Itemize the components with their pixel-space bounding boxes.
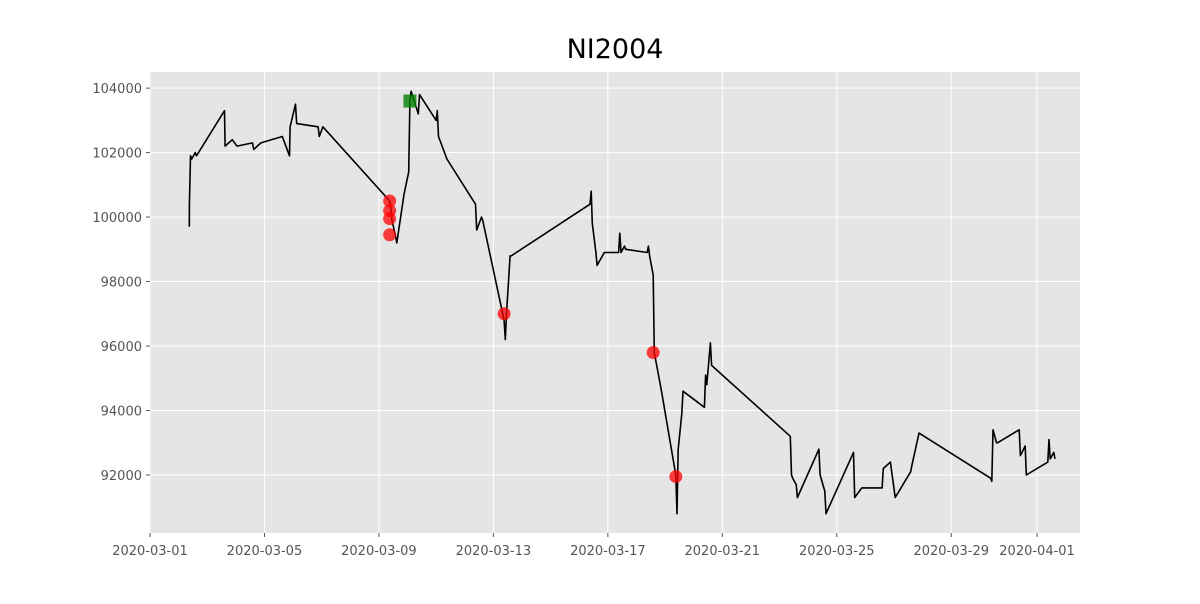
x-tick-label: 2020-03-25	[799, 544, 875, 559]
grid-layer	[149, 72, 1080, 533]
y-tick-label: 98000	[101, 276, 142, 291]
x-tick-label: 2020-03-01	[112, 544, 188, 559]
y-tick-label: 102000	[92, 147, 142, 162]
sell-signal-marker	[497, 307, 511, 321]
series-line-layer	[188, 90, 1056, 515]
sell-signal-marker	[383, 228, 397, 242]
sell-signal-marker	[646, 345, 660, 359]
y-tick-label: 104000	[92, 82, 142, 97]
x-tick-label: 2020-03-29	[913, 544, 989, 559]
y-tick-label: 94000	[101, 404, 142, 419]
plot-area	[150, 72, 1080, 533]
x-tick-label: 2020-04-01	[999, 544, 1075, 559]
sell-signal-marker	[383, 212, 397, 226]
buy-signal-marker	[403, 94, 417, 108]
x-tick-label: 2020-03-09	[341, 544, 417, 559]
x-tick-label: 2020-03-21	[685, 544, 761, 559]
y-tick-label: 96000	[101, 340, 142, 355]
sell-signal-marker	[669, 470, 683, 484]
price-series-line	[188, 90, 1056, 515]
x-axis: 2020-03-01 2020-03-05 2020-03-09 2020-03-13…	[112, 533, 1075, 559]
x-tick-label: 2020-03-17	[570, 544, 646, 559]
sell-signal-marker	[383, 194, 397, 208]
y-tick-label: 92000	[101, 469, 142, 484]
y-axis: 92000 94000 96000 98000 100000 102000 104000	[92, 82, 150, 484]
x-tick-label: 2020-03-13	[456, 544, 532, 559]
chart-title: NI2004	[566, 34, 664, 65]
x-tick-label: 2020-03-05	[227, 544, 303, 559]
y-tick-label: 100000	[92, 211, 142, 226]
markers-layer	[383, 94, 683, 484]
